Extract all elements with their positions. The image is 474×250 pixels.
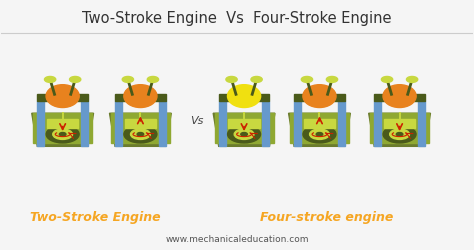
- Circle shape: [390, 130, 410, 140]
- Bar: [294, 101, 301, 147]
- Bar: [294, 95, 345, 101]
- Bar: [370, 114, 429, 143]
- Bar: [290, 114, 349, 143]
- Circle shape: [130, 130, 150, 140]
- Text: Two-Stroke Engine: Two-Stroke Engine: [30, 210, 161, 223]
- Polygon shape: [32, 114, 93, 147]
- Text: Vs: Vs: [190, 115, 204, 125]
- Bar: [125, 120, 156, 128]
- Polygon shape: [213, 114, 275, 147]
- Circle shape: [241, 133, 247, 136]
- Bar: [418, 101, 425, 147]
- Circle shape: [53, 130, 73, 140]
- Bar: [111, 114, 170, 143]
- Bar: [219, 95, 269, 101]
- Text: Two-Stroke Engine  Vs  Four-Stroke Engine: Two-Stroke Engine Vs Four-Stroke Engine: [82, 11, 392, 26]
- Polygon shape: [369, 114, 430, 147]
- Bar: [219, 101, 226, 147]
- Ellipse shape: [383, 85, 416, 108]
- Bar: [37, 101, 44, 147]
- Bar: [81, 101, 88, 147]
- Circle shape: [46, 126, 79, 143]
- Bar: [374, 101, 381, 147]
- Bar: [384, 120, 415, 128]
- Circle shape: [124, 126, 157, 143]
- Circle shape: [407, 77, 418, 83]
- Polygon shape: [289, 114, 350, 147]
- Circle shape: [310, 130, 329, 140]
- Circle shape: [396, 133, 403, 136]
- Circle shape: [122, 77, 134, 83]
- Bar: [374, 95, 425, 101]
- Bar: [115, 95, 166, 101]
- Text: Four-stroke engine: Four-stroke engine: [260, 210, 393, 223]
- Bar: [47, 120, 78, 128]
- Circle shape: [251, 77, 262, 83]
- Circle shape: [45, 77, 56, 83]
- Bar: [338, 101, 345, 147]
- Circle shape: [234, 130, 254, 140]
- Circle shape: [59, 133, 66, 136]
- Bar: [228, 120, 260, 128]
- Ellipse shape: [303, 85, 336, 108]
- Bar: [263, 101, 269, 147]
- Circle shape: [382, 77, 392, 83]
- Bar: [33, 114, 92, 143]
- Circle shape: [137, 133, 144, 136]
- Bar: [37, 95, 88, 101]
- Ellipse shape: [46, 85, 79, 108]
- Circle shape: [383, 126, 416, 143]
- Circle shape: [70, 77, 81, 83]
- Circle shape: [301, 77, 312, 83]
- Bar: [159, 101, 166, 147]
- Bar: [115, 101, 122, 147]
- Ellipse shape: [124, 85, 157, 108]
- Circle shape: [327, 77, 337, 83]
- Circle shape: [303, 126, 336, 143]
- Circle shape: [226, 77, 237, 83]
- Ellipse shape: [228, 85, 261, 108]
- Bar: [215, 114, 273, 143]
- Text: www.mechanicaleducation.com: www.mechanicaleducation.com: [165, 234, 309, 243]
- Circle shape: [316, 133, 323, 136]
- Circle shape: [228, 126, 261, 143]
- Polygon shape: [109, 114, 171, 147]
- Circle shape: [147, 77, 159, 83]
- Bar: [304, 120, 335, 128]
